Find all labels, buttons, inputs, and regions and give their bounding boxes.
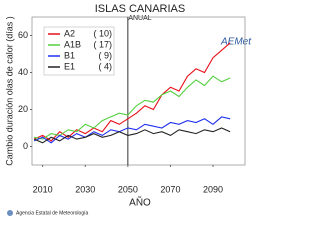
chart-subtitle: ANUAL	[128, 15, 151, 22]
legend-label: A1B	[64, 39, 81, 49]
legend-count: ( 17)	[93, 39, 112, 49]
plot-frame	[31, 16, 246, 166]
x-tick-label: 2070	[160, 184, 180, 194]
series-line	[33, 116, 231, 144]
x-tick-label: 2090	[203, 184, 223, 194]
series-line	[33, 127, 231, 144]
y-tick-label: 60	[18, 30, 28, 40]
legend-count: ( 4)	[99, 61, 113, 71]
y-tick-label: 40	[18, 67, 28, 77]
footer-icon	[7, 210, 13, 216]
legend-box	[43, 26, 115, 76]
legend-label: B1	[64, 50, 75, 60]
y-tick-label: 0	[23, 141, 28, 151]
y-tick-label: 20	[18, 104, 28, 114]
chart: ISLAS CANARIAS ANUAL Cambio duración ola…	[4, 3, 252, 216]
legend-label: E1	[64, 61, 75, 71]
footer: Agencia Estatal de Meteorología	[16, 210, 88, 216]
legend-count: ( 10)	[93, 28, 112, 38]
legend-count: ( 9)	[99, 50, 113, 60]
x-tick-label: 2010	[33, 184, 53, 194]
chart-title: ISLAS CANARIAS	[95, 3, 185, 15]
x-axis-label: AÑO	[129, 196, 151, 209]
x-tick-label: 2050	[118, 184, 138, 194]
x-tick-label: 2030	[75, 184, 95, 194]
logo: AEMet	[220, 37, 252, 48]
y-axis-label: Cambio duración olas de calor (días )	[4, 16, 14, 166]
series-line	[33, 75, 231, 140]
legend-label: A2	[64, 28, 75, 38]
